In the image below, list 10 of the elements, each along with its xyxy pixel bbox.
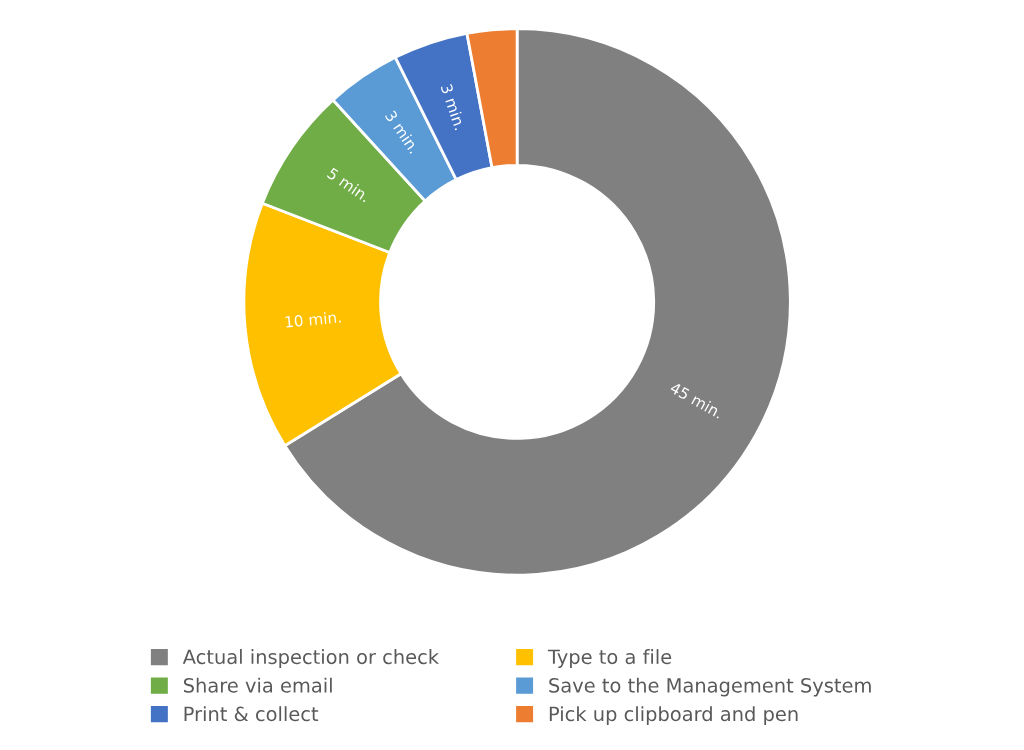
data-label: 45 min. [669, 381, 724, 419]
legend-label: Share via email [183, 677, 332, 693]
legend-label: Type to a file [547, 649, 672, 668]
legend-label: Actual inspection or check [182, 649, 439, 668]
data-label: 5 min. [326, 167, 371, 203]
data-label: 10 min. [285, 310, 341, 328]
data-label: 3 min. [440, 83, 467, 131]
legend-label: Print & collect [184, 706, 319, 722]
legend-label: Save to the Management System [549, 677, 871, 697]
legend-label: Pick up clipboard and pen [549, 706, 798, 725]
